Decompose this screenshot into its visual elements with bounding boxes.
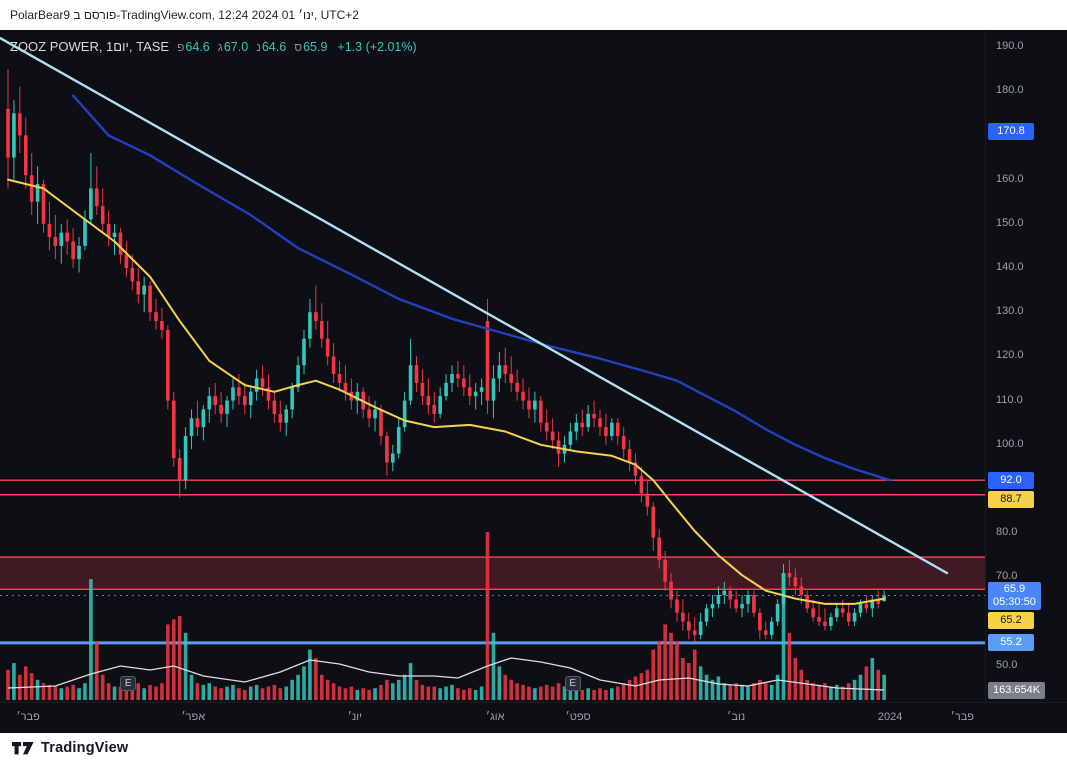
price-tick-120: 120.0 xyxy=(996,349,1024,362)
change-value: +1.3 (+2.01%) xyxy=(337,40,417,54)
time-label: פבר׳ xyxy=(950,711,974,723)
price-chart-canvas[interactable] xyxy=(0,30,1067,733)
footer-bar: TradingView xyxy=(0,733,1067,763)
earnings-marker-icon[interactable]: E xyxy=(120,676,137,691)
time-label: 2024 xyxy=(877,711,903,723)
price-tick-80: 80.0 xyxy=(996,526,1018,539)
price-badge-88.7[interactable]: 88.7 xyxy=(988,490,1034,508)
price-tick-160: 160.0 xyxy=(996,172,1024,185)
attribution-bar: PolarBear9 פורסם ב-TradingView.com, 12:2… xyxy=(0,0,1067,30)
supply-zone-band[interactable] xyxy=(0,557,985,590)
price-tick-100: 100.0 xyxy=(996,437,1024,450)
symbol-title[interactable]: ZOOZ POWER, 1יום, TASE xyxy=(10,39,170,54)
time-label: אוג׳ xyxy=(485,711,505,723)
price-tick-50: 50.0 xyxy=(996,658,1018,671)
price-tick-110: 110.0 xyxy=(996,393,1023,406)
price-axis[interactable]: 190.0 180.0 160.0 150.0 140.0 130.0 120.0 110.0… xyxy=(985,30,1067,702)
symbol-legend[interactable]: ZOOZ POWER, 1יום, TASE פ 64.6 ג 67.0 נ 64.6… xyxy=(10,39,417,54)
ohlc-high: ג 67.0 xyxy=(217,40,249,54)
time-label: יונ׳ xyxy=(347,711,363,723)
chart-area[interactable]: ZOOZ POWER, 1יום, TASE פ 64.6 ג 67.0 נ 64.6… xyxy=(0,30,1067,733)
descending-trendline[interactable] xyxy=(0,37,949,575)
price-badge-65.9[interactable]: 65.9 05:30:50 xyxy=(988,581,1041,610)
price-tick-180: 180.0 xyxy=(996,84,1024,97)
price-tick-190: 190.0 xyxy=(996,40,1024,52)
volume-badge: 163.654K xyxy=(988,682,1046,699)
price-tick-130: 130.0 xyxy=(996,305,1024,318)
time-label: פבר׳ xyxy=(16,711,40,723)
ohlc-open: פ 64.6 xyxy=(177,40,210,54)
ma-blue-line[interactable] xyxy=(71,94,892,482)
earnings-marker-icon[interactable]: E xyxy=(564,676,581,691)
price-badge-55.2[interactable]: 55.2 xyxy=(988,634,1034,652)
price-tick-70: 70.0 xyxy=(996,570,1018,583)
tradingview-wordmark[interactable]: TradingView xyxy=(41,740,129,756)
price-tick-140: 140.0 xyxy=(996,261,1024,273)
price-tick-150: 150.0 xyxy=(996,216,1024,229)
volume-ma-line xyxy=(7,657,885,691)
ohlc-close: ס 65.9 xyxy=(294,40,328,54)
price-badge-170.8[interactable]: 170.8 xyxy=(988,123,1034,141)
ma-yellow-line[interactable] xyxy=(7,178,886,605)
candles[interactable] xyxy=(6,69,886,642)
volume-bars xyxy=(6,532,886,700)
price-badge-92.0[interactable]: 92.0 xyxy=(988,471,1034,489)
ohlc-low: נ 64.6 xyxy=(256,40,287,54)
time-label: ספט׳ xyxy=(565,711,591,723)
price-badge-65.2[interactable]: 65.2 xyxy=(988,611,1034,629)
time-label: אפר׳ xyxy=(181,711,206,723)
attribution-text: PolarBear9 פורסם ב-TradingView.com, 12:2… xyxy=(10,8,359,22)
time-label: נוב׳ xyxy=(727,711,746,723)
tradingview-logo-icon[interactable] xyxy=(12,740,34,756)
time-axis[interactable]: פבר׳ אפר׳ יונ׳ אוג׳ ספט׳ נוב׳ 2024 פבר׳ xyxy=(0,702,1067,733)
